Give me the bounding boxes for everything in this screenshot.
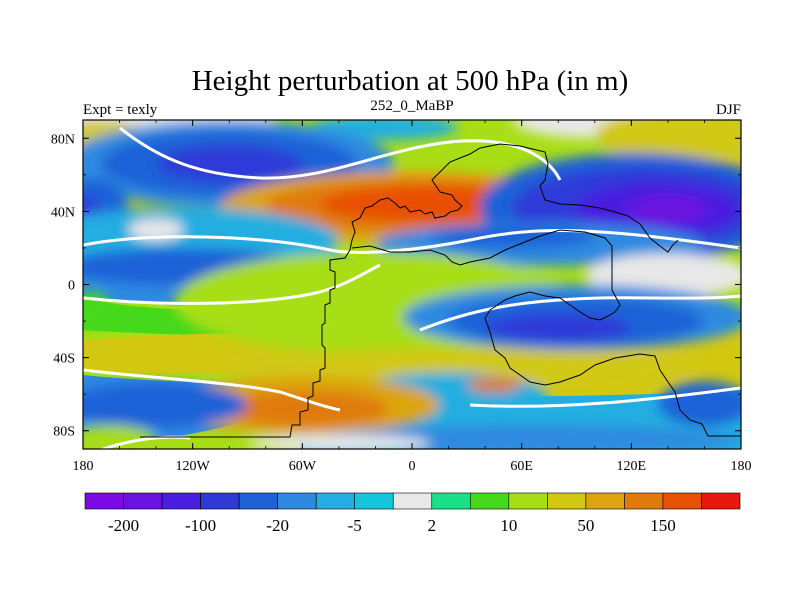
colorbar-swatch xyxy=(431,492,471,510)
colorbar-label: -200 xyxy=(108,516,139,535)
x-tick-label: 120E xyxy=(617,459,647,474)
x-tick-label: 60W xyxy=(289,459,317,474)
colorbar-label: -100 xyxy=(185,516,216,535)
colorbar-swatch xyxy=(547,492,587,510)
anomaly-blob xyxy=(83,425,157,449)
y-tick-label: 80N xyxy=(51,132,75,147)
colorbar-label: -5 xyxy=(348,516,362,535)
colorbar-swatch xyxy=(123,492,163,510)
x-tick-label: 180 xyxy=(731,459,752,474)
anomaly-blob xyxy=(83,383,248,428)
y-tick-label: 0 xyxy=(68,279,75,294)
anomaly-blob xyxy=(594,120,741,161)
colorbar-label: 2 xyxy=(428,516,437,535)
colorbar-label: 10 xyxy=(500,516,517,535)
x-tick-label: 60E xyxy=(510,459,533,474)
x-tick-label: 180 xyxy=(73,459,94,474)
colorbar-label: -20 xyxy=(266,516,289,535)
colorbar-swatch xyxy=(200,492,240,510)
anomaly-blob xyxy=(627,194,709,225)
anomaly-blob xyxy=(156,145,303,183)
colorbar-swatch xyxy=(624,492,664,510)
y-tick-label: 40N xyxy=(51,205,75,220)
colorbar-swatch xyxy=(238,492,278,510)
colorbar-swatch xyxy=(585,492,625,510)
x-axis: 180 120W 60W 0 60E 120E 180 xyxy=(73,120,752,474)
zero-contour xyxy=(83,263,381,305)
colorbar-swatch xyxy=(469,492,510,510)
colorbar-swatch xyxy=(315,492,356,510)
continent-outline xyxy=(140,143,679,438)
zero-contour xyxy=(83,368,341,412)
anomaly-blobs xyxy=(83,120,741,449)
y-axis: 80N 40N 0 40S 80S xyxy=(51,132,741,440)
chart-subtitle-center: 252_0_MaBP xyxy=(370,98,453,114)
chart-title: Height perturbation at 500 hPa (in m) xyxy=(192,65,629,97)
colorbar: -200 -100 -20 -5 2 10 50 150 xyxy=(84,492,741,535)
colorbar-label: 150 xyxy=(650,516,676,535)
zero-contour xyxy=(469,386,741,408)
continent-outline xyxy=(351,229,741,437)
x-tick-label: 120W xyxy=(176,459,211,474)
colorbar-swatch xyxy=(662,492,702,510)
anomaly-blob xyxy=(658,381,741,426)
plot-area xyxy=(83,120,741,449)
y-tick-label: 40S xyxy=(53,352,75,367)
colorbar-swatch xyxy=(84,492,124,510)
anomaly-blob xyxy=(466,377,522,393)
zero-contour xyxy=(119,126,562,181)
anomaly-blob xyxy=(247,434,431,449)
chart-subtitle-right: DJF xyxy=(716,102,741,118)
colorbar-swatch xyxy=(354,492,394,510)
anomaly-blob xyxy=(485,313,632,343)
colorbar-swatch xyxy=(161,492,201,510)
anomaly-blob xyxy=(128,218,184,241)
colorbar-swatch xyxy=(277,492,317,510)
colorbar-label: 50 xyxy=(577,516,594,535)
zero-contour xyxy=(419,294,741,332)
colorbar-swatch xyxy=(701,492,741,510)
colorbar-swatch xyxy=(392,492,433,510)
colorbar-swatch xyxy=(508,492,548,510)
chart-subtitle-left: Expt = texly xyxy=(83,102,158,118)
x-tick-label: 0 xyxy=(409,459,416,474)
zero-contour xyxy=(83,229,741,254)
anomaly-blob xyxy=(83,291,111,329)
anomaly-blob xyxy=(223,390,389,428)
y-tick-label: 80S xyxy=(53,425,75,440)
